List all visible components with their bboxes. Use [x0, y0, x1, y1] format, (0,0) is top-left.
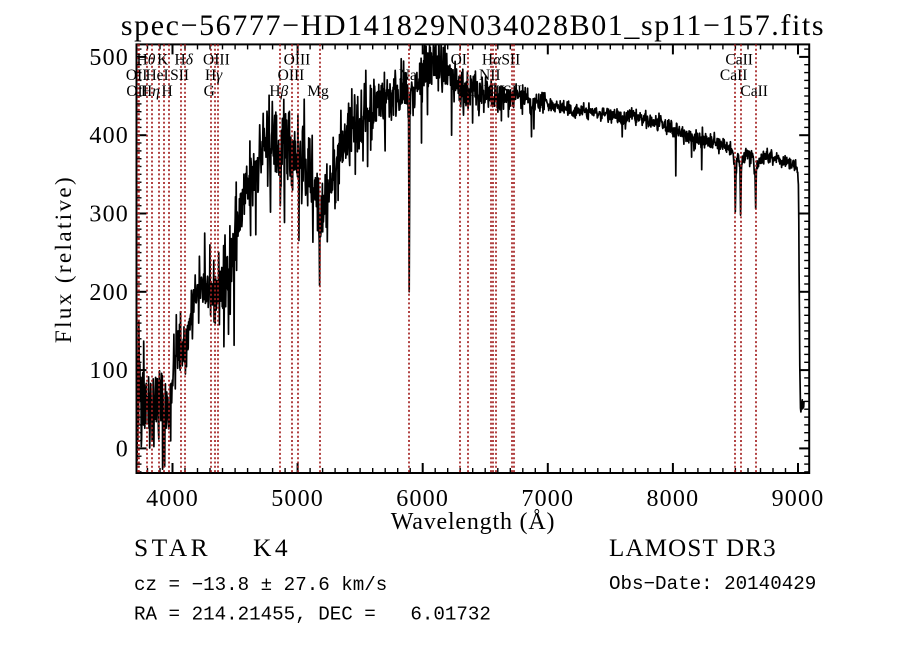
svg-text:Wavelength (Å): Wavelength (Å): [391, 509, 556, 535]
svg-text:CaII: CaII: [720, 67, 748, 84]
svg-text:8000: 8000: [646, 486, 699, 512]
svg-text:Hα: Hα: [482, 52, 502, 69]
svg-text:4000: 4000: [146, 486, 199, 512]
svg-text:K: K: [157, 52, 169, 69]
svg-text:NII: NII: [483, 83, 505, 100]
svg-text:spec−56777−HD141829N034028B01_: spec−56777−HD141829N034028B01_sp11−157.f…: [121, 9, 825, 42]
svg-text:Flux (relative): Flux (relative): [51, 175, 76, 343]
svg-text:7000: 7000: [521, 486, 574, 512]
svg-text:OII: OII: [126, 67, 148, 84]
svg-text:cz = −13.8 ± 27.6 km/s: cz = −13.8 ± 27.6 km/s: [134, 574, 387, 596]
svg-text:SII: SII: [503, 83, 522, 100]
svg-text:Mg: Mg: [307, 83, 329, 100]
svg-text:H: H: [161, 83, 172, 100]
svg-text:500: 500: [89, 45, 129, 71]
svg-text:CaII: CaII: [725, 52, 753, 69]
svg-text:K4: K4: [253, 533, 291, 562]
svg-text:Hδ: Hδ: [174, 52, 193, 69]
svg-text:G: G: [204, 83, 215, 100]
svg-text:SII: SII: [501, 52, 520, 69]
svg-text:OIII: OIII: [278, 67, 305, 84]
svg-text:200: 200: [89, 280, 129, 306]
svg-text:0: 0: [116, 436, 129, 462]
svg-text:5000: 5000: [271, 486, 324, 512]
svg-text:400: 400: [89, 123, 129, 149]
svg-text:6000: 6000: [396, 486, 449, 512]
svg-text:HeI: HeI: [145, 67, 168, 84]
svg-text:9000: 9000: [772, 486, 825, 512]
svg-text:Hη: Hη: [141, 83, 160, 100]
svg-text:OI: OI: [459, 83, 475, 100]
svg-text:SII: SII: [170, 67, 189, 84]
svg-text:NII: NII: [479, 67, 501, 84]
svg-text:LAMOST DR3: LAMOST DR3: [609, 535, 777, 562]
svg-text:Hθ: Hθ: [136, 52, 155, 69]
svg-text:Na: Na: [399, 67, 417, 84]
svg-text:Hβ: Hβ: [269, 83, 288, 100]
svg-text:100: 100: [89, 358, 129, 384]
svg-text:CaII: CaII: [740, 83, 768, 100]
svg-text:300: 300: [89, 202, 129, 228]
svg-text:Hγ: Hγ: [205, 67, 223, 84]
svg-text:STAR: STAR: [134, 533, 211, 562]
svg-text:OII: OII: [126, 83, 148, 100]
svg-text:OIII: OIII: [203, 52, 230, 69]
svg-text:OIII: OIII: [284, 52, 311, 69]
svg-text:OI: OI: [451, 52, 467, 69]
svg-text:Obs−Date: 20140429: Obs−Date: 20140429: [609, 573, 816, 595]
svg-text:RA = 214.21455, DEC = 6.0173: RA = 214.21455, DEC = 6.01732: [134, 604, 491, 626]
